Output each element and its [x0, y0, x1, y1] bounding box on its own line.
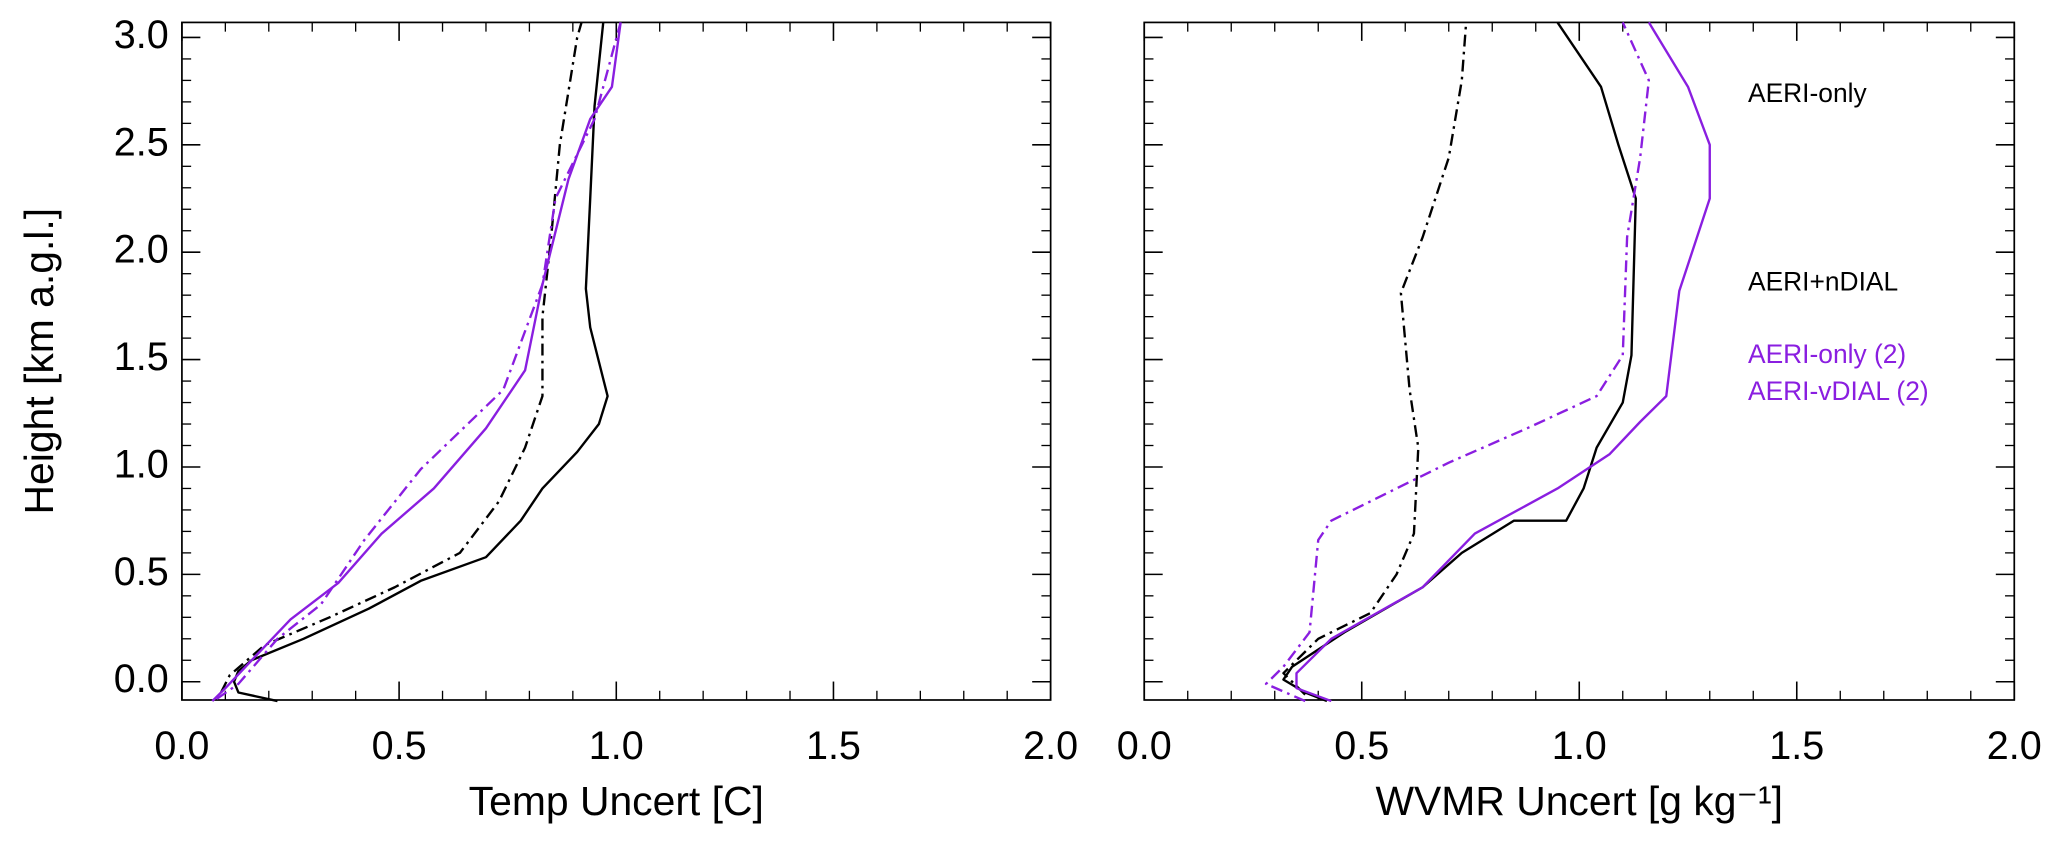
plot-frame [181, 21, 1052, 701]
y-tick-label: 3.0 [114, 13, 169, 57]
legend-label: AERI+nDIAL [1748, 266, 1898, 296]
series-line [232, 22, 609, 703]
y-tick-label: 1.0 [114, 442, 169, 486]
x-tick-label: 0.5 [1334, 724, 1389, 768]
legend-label: AERI-only (2) [1748, 339, 1906, 369]
y-tick-label: 2.5 [114, 120, 169, 164]
series-line [215, 22, 622, 700]
y-tick-label: 0.5 [114, 550, 169, 594]
series-line [1264, 21, 1651, 703]
x-axis-title: Temp Uncert [C] [469, 778, 764, 824]
y-axis-title: Height [km a.g.l.] [16, 208, 62, 515]
x-tick-label: 1.0 [589, 724, 644, 768]
x-tick-label: 0.0 [1117, 724, 1172, 768]
series-line [1295, 21, 1711, 703]
x-tick-label: 1.5 [1769, 724, 1824, 768]
x-tick-label: 1.5 [806, 724, 861, 768]
y-tick-label: 0.0 [114, 657, 169, 701]
x-tick-label: 0.5 [372, 724, 427, 768]
x-tick-label: 2.0 [1987, 724, 2042, 768]
y-tick-label: 2.0 [114, 228, 169, 272]
y-tick-label: 1.5 [114, 335, 169, 379]
series-line [1282, 21, 1637, 703]
x-tick-label: 2.0 [1023, 724, 1078, 768]
x-tick-label: 0.0 [154, 724, 209, 768]
legend-label: AERI-only [1748, 78, 1867, 108]
series-line [1282, 22, 1468, 696]
x-tick-label: 1.0 [1552, 724, 1607, 768]
series-line [211, 22, 622, 702]
legend-label: AERI-vDIAL (2) [1748, 376, 1929, 406]
x-axis-title: WVMR Uncert [g kg⁻¹] [1375, 778, 1783, 824]
